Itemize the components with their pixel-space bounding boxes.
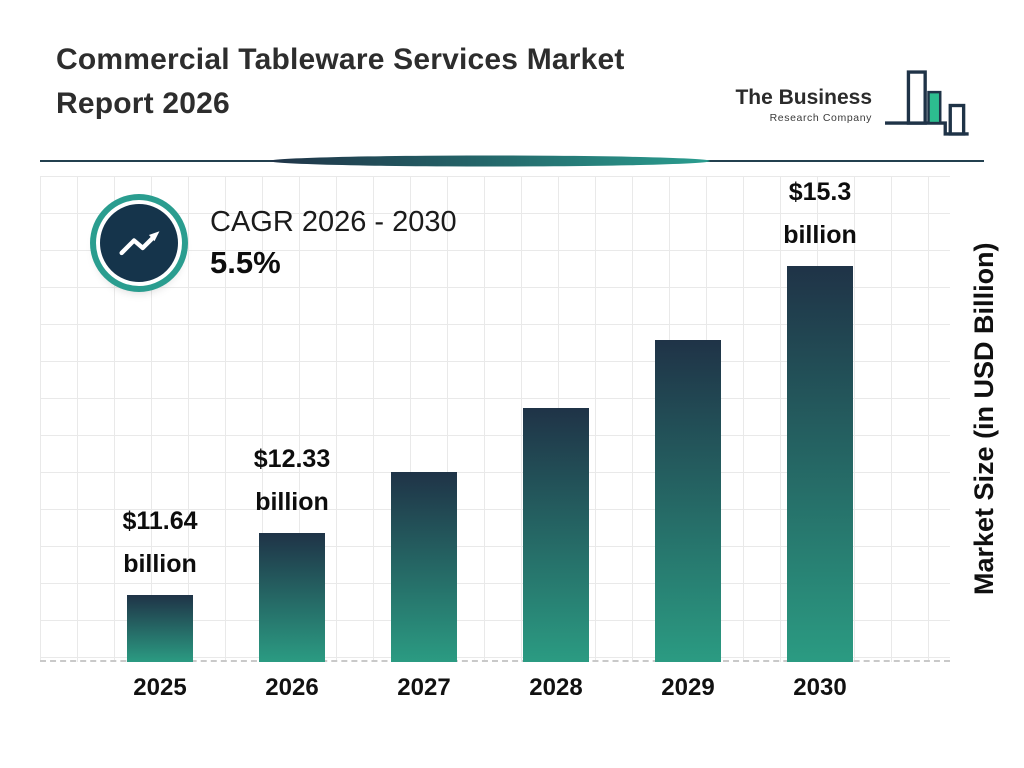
market-chart: $11.64 billion $12.33 billion $15.3 billion 2…	[0, 168, 1024, 764]
x-axis: 2025 2026 2027 2028 2029 2030	[95, 674, 885, 702]
header: Commercial Tableware Services Market Rep…	[0, 0, 1024, 150]
company-logo: The Business Research Company	[735, 60, 972, 146]
bar-column-2030: $15.3 billion	[755, 171, 885, 662]
bar-column-2029	[623, 340, 753, 662]
x-axis-label-2030: 2030	[793, 674, 847, 701]
cagr-value: 5.5%	[210, 244, 281, 280]
logo-name: The Business	[735, 86, 872, 109]
bar-2027	[391, 472, 457, 662]
bar-2030	[787, 266, 853, 662]
growth-trend-icon	[96, 200, 182, 286]
x-axis-label-2026: 2026	[265, 674, 319, 701]
logo-text: The Business Research Company	[735, 86, 872, 124]
x-axis-label-2029: 2029	[661, 674, 715, 701]
cagr-label: CAGR 2026 - 2030	[210, 205, 457, 238]
bar-2028	[523, 408, 589, 662]
y-axis-label: Market Size (in USD Billion)	[969, 242, 999, 596]
x-axis-label-2025: 2025	[133, 674, 187, 701]
bar-2026	[259, 533, 325, 662]
bar-2029	[655, 340, 721, 662]
cagr-text: CAGR 2026 - 2030 5.5%	[210, 206, 457, 281]
bar-chart-logo-icon	[885, 70, 969, 136]
page-title: Commercial Tableware Services Market Rep…	[56, 43, 625, 120]
divider	[40, 155, 984, 167]
bar-2025	[127, 595, 193, 662]
cagr-badge: CAGR 2026 - 2030 5.5%	[96, 200, 457, 286]
x-axis-label-2027: 2027	[397, 674, 451, 701]
bar-column-2025: $11.64 billion	[95, 500, 225, 662]
bar-value-label-2025: $11.64 billion	[122, 507, 198, 578]
bar-column-2028	[491, 408, 621, 662]
logo-subname: Research Company	[769, 112, 872, 124]
bars-area: $11.64 billion $12.33 billion $15.3 billion	[95, 176, 885, 662]
bar-value-label-2030: $15.3 billion	[783, 178, 857, 249]
bar-column-2027	[359, 472, 489, 662]
x-axis-label-2028: 2028	[529, 674, 583, 701]
bar-value-label-2026: $12.33 billion	[253, 445, 331, 516]
bar-column-2026: $12.33 billion	[227, 438, 357, 662]
